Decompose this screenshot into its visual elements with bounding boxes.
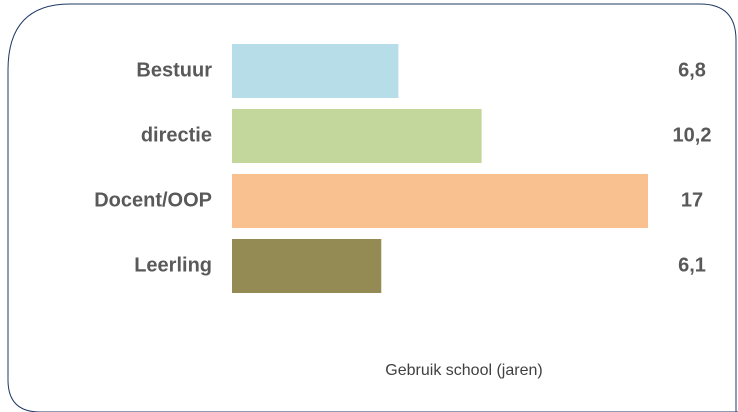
value-label: 17 — [681, 189, 703, 211]
value-label: 6,1 — [678, 254, 706, 276]
category-label: Bestuur — [136, 59, 212, 81]
category-label: directie — [141, 124, 212, 146]
bar — [232, 174, 648, 228]
value-label: 6,8 — [678, 59, 706, 81]
value-label: 10,2 — [673, 124, 712, 146]
category-label: Leerling — [134, 254, 212, 276]
chart-frame — [7, 3, 738, 412]
category-label: Docent/OOP — [94, 189, 212, 211]
x-axis-label: Gebruik school (jaren) — [385, 362, 542, 379]
bar — [232, 109, 482, 163]
bar — [232, 44, 399, 98]
bar — [232, 239, 382, 293]
